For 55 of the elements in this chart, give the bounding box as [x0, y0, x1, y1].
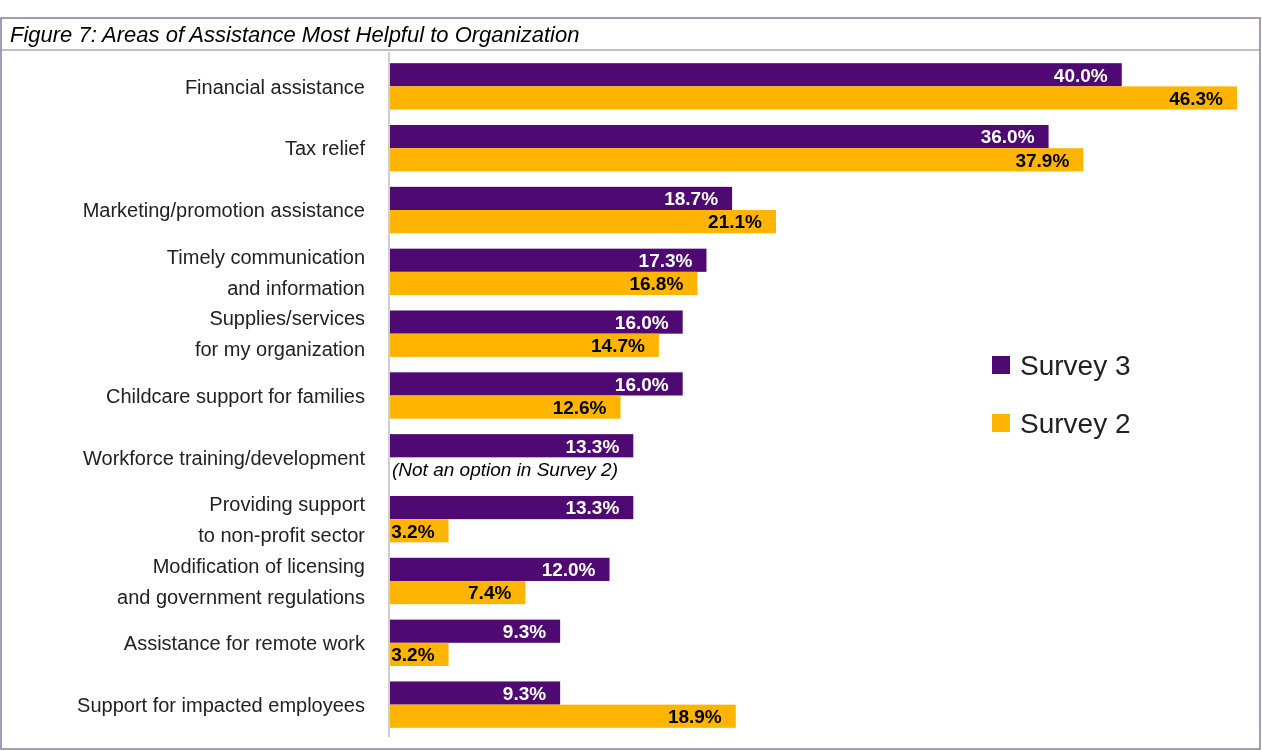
- chart-title: Figure 7: Areas of Assistance Most Helpful to Organization: [10, 21, 580, 47]
- bar: [390, 434, 634, 458]
- y-tick-label: Assistance for remote work: [123, 632, 366, 655]
- data-label: 14.7%: [591, 335, 646, 357]
- data-label: 17.3%: [638, 250, 693, 272]
- data-label: 36.0%: [980, 126, 1035, 148]
- data-label: 13.3%: [565, 497, 620, 519]
- legend-label: Survey 2: [1020, 408, 1131, 440]
- bar: [390, 372, 683, 396]
- y-tick-label: Tax relief: [284, 137, 366, 160]
- bar: [390, 125, 1049, 149]
- data-label: 40.0%: [1053, 64, 1108, 86]
- bar: [390, 681, 561, 705]
- data-label: 9.3%: [502, 682, 547, 704]
- data-label: 7.4%: [468, 582, 512, 604]
- data-label: 21.1%: [708, 211, 763, 233]
- legend-label: Survey 3: [1020, 350, 1131, 382]
- data-label: 12.0%: [541, 559, 596, 581]
- bar: [390, 86, 1237, 110]
- data-label: 46.3%: [1169, 87, 1224, 109]
- bar: [390, 148, 1084, 172]
- data-label: 16.0%: [614, 311, 669, 333]
- annotation: (Not an option in Survey 2): [392, 458, 619, 480]
- bar: [390, 210, 776, 234]
- data-label: 18.7%: [664, 188, 719, 210]
- y-tick-label: Childcare support for families: [106, 384, 365, 407]
- bar: [390, 310, 683, 334]
- bar: [390, 395, 621, 419]
- y-tick-label: Supplies/services for my organization: [194, 307, 365, 361]
- data-label: 37.9%: [1015, 149, 1070, 171]
- bar: [390, 557, 610, 581]
- y-tick-label: Timely communication and information: [166, 245, 365, 299]
- y-tick-label: Marketing/promotion assistance: [82, 199, 365, 222]
- y-tick-label: Providing support to non-profit sector: [198, 492, 366, 546]
- bar: [390, 186, 733, 211]
- bar: [390, 495, 634, 520]
- bar: [390, 704, 736, 728]
- data-label: 12.6%: [552, 396, 607, 418]
- data-label: 16.0%: [614, 373, 669, 395]
- y-tick-label: Support for impacted employees: [77, 693, 365, 716]
- data-label: 18.9%: [667, 706, 722, 728]
- data-label: 16.8%: [629, 273, 684, 295]
- y-tick-label: Modification of licensing and government regulations: [117, 554, 365, 608]
- data-label: 13.3%: [565, 435, 620, 457]
- bar: [390, 580, 526, 605]
- bar: [390, 333, 659, 357]
- bar: [390, 271, 698, 296]
- bar: [390, 619, 561, 643]
- data-label: 9.3%: [502, 621, 547, 643]
- data-label: 3.2%: [391, 520, 435, 542]
- y-tick-label: Financial assistance: [184, 75, 365, 98]
- bar: [390, 63, 1122, 87]
- data-label: 3.2%: [391, 644, 435, 666]
- y-tick-label: Workforce training/development: [83, 446, 366, 469]
- bar: [390, 248, 707, 272]
